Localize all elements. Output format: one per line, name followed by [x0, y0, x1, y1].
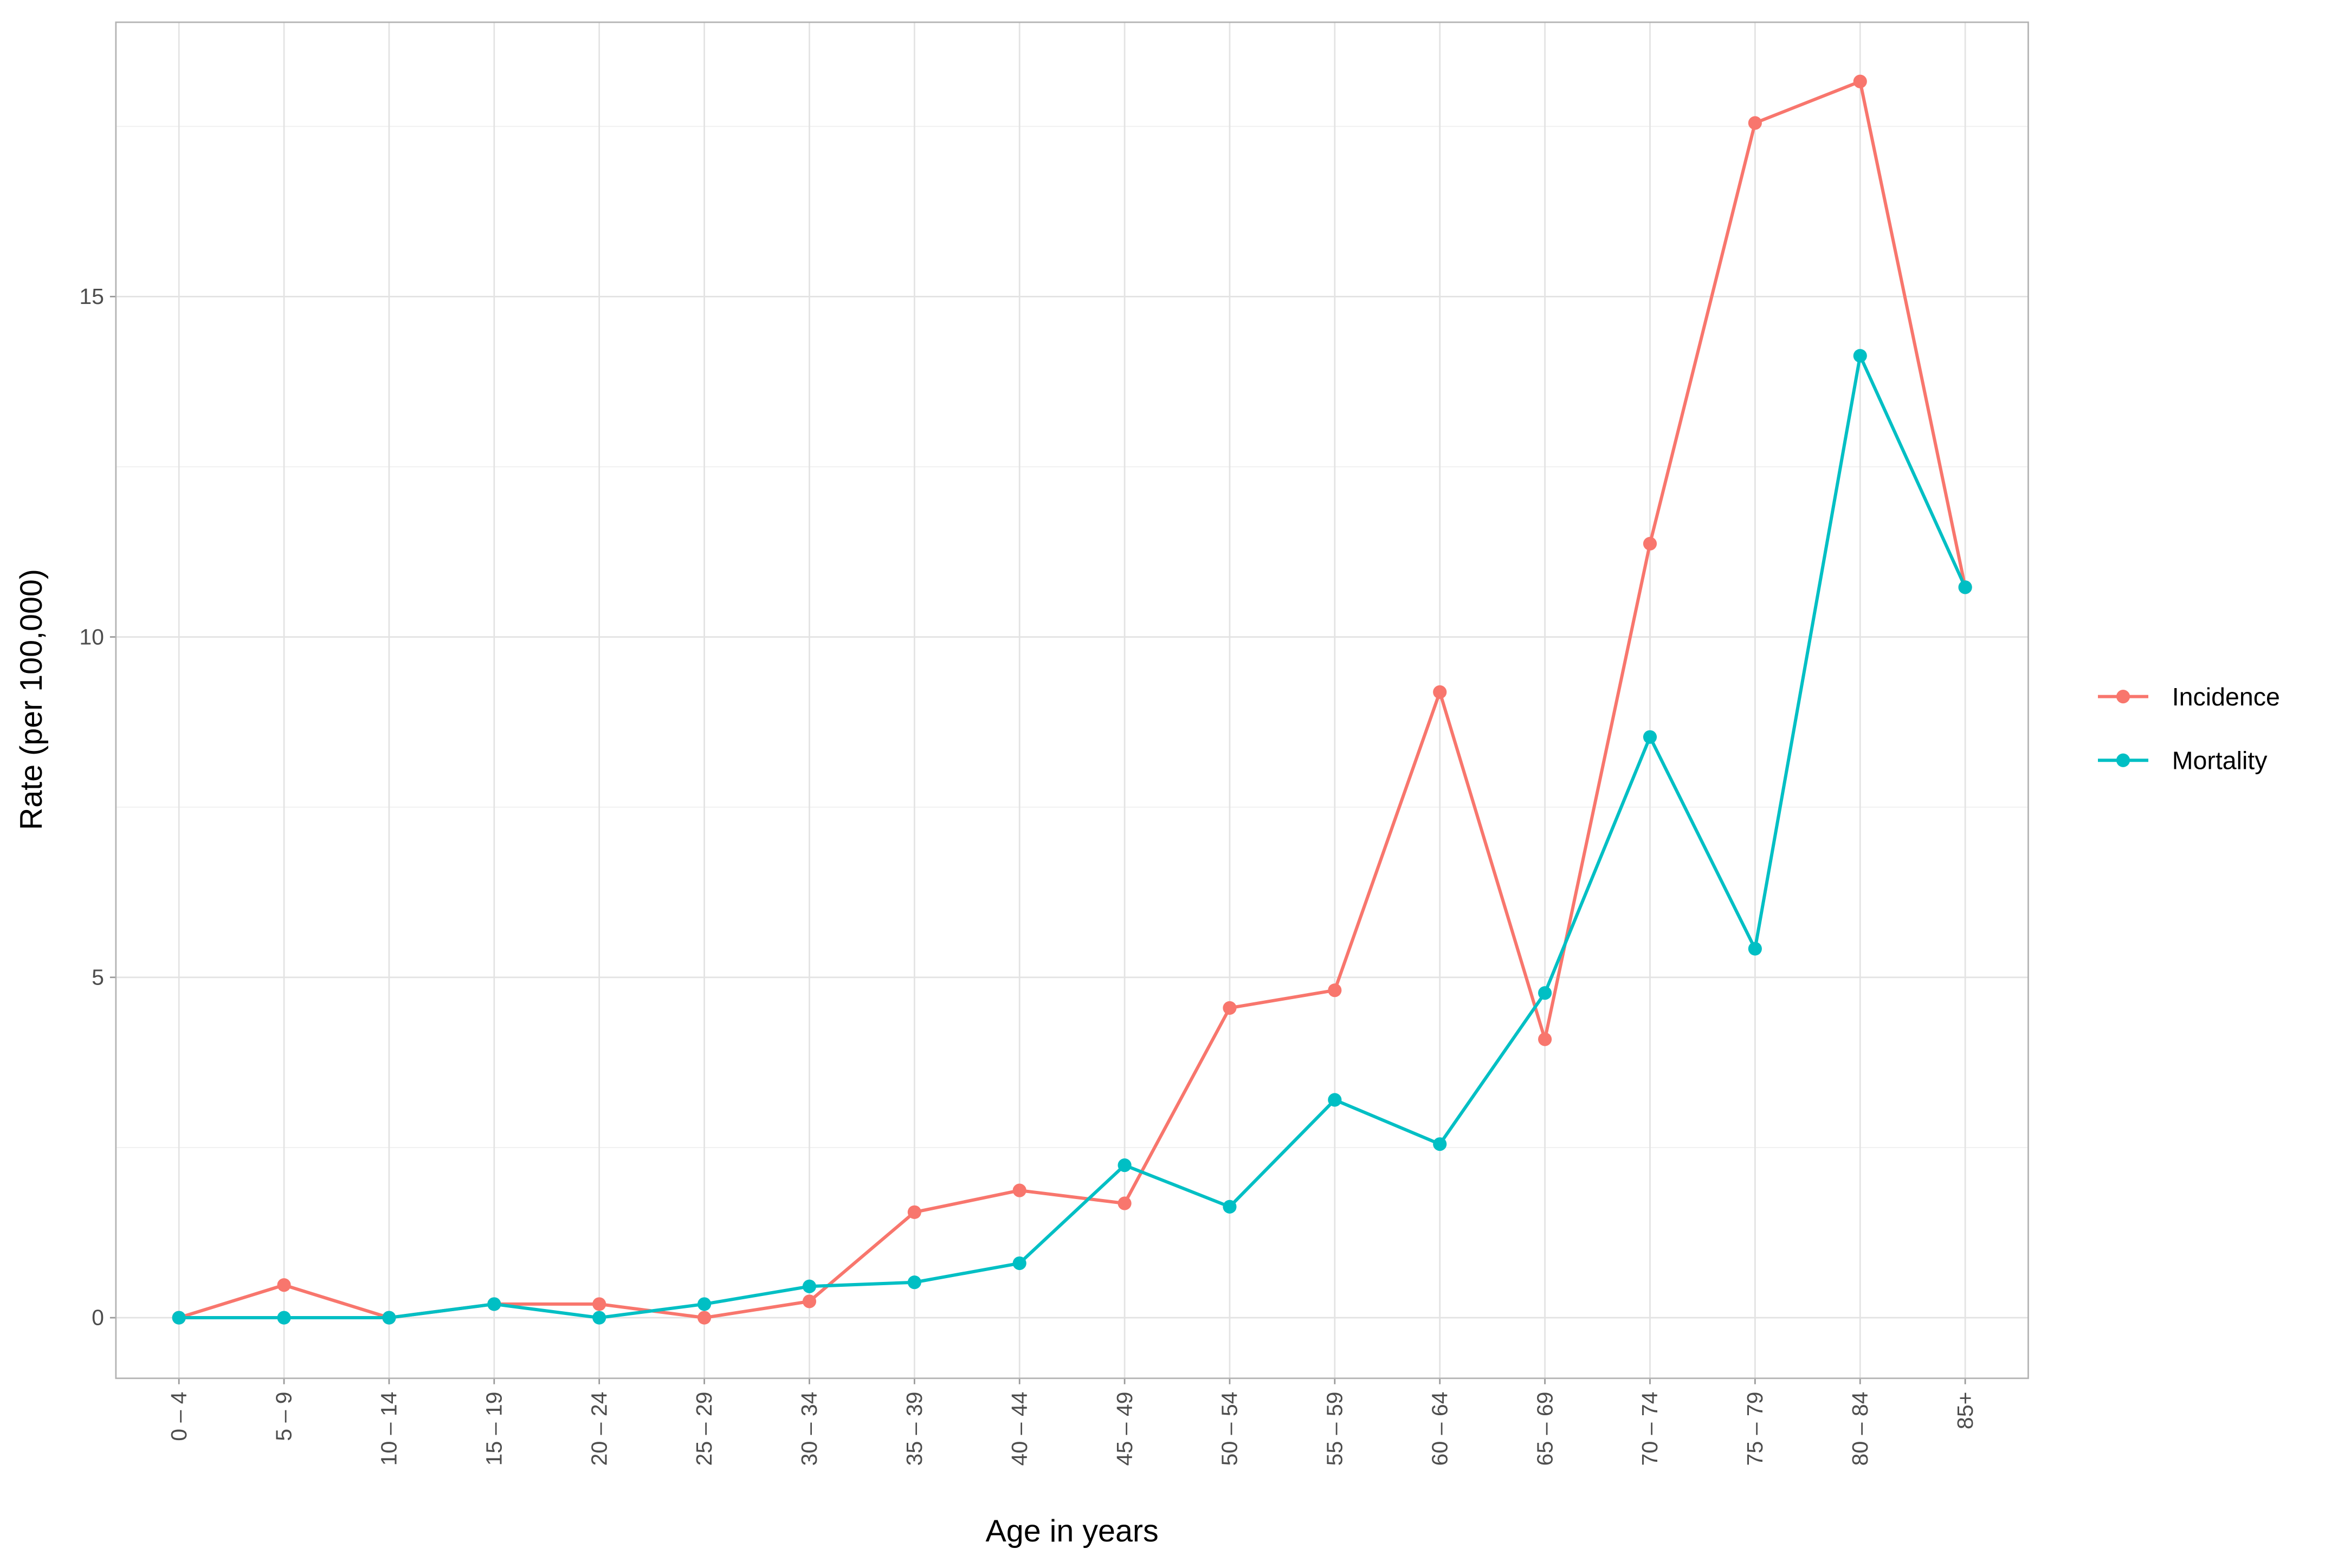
x-tick-label: 15 – 19 [481, 1391, 506, 1466]
y-tick-label: 5 [92, 965, 104, 990]
x-tick-label: 65 – 69 [1532, 1391, 1557, 1466]
point [1223, 1001, 1237, 1015]
point [1538, 986, 1552, 1000]
x-tick-label: 30 – 34 [797, 1391, 822, 1466]
point [1118, 1158, 1132, 1172]
point [487, 1297, 501, 1311]
point [277, 1278, 291, 1292]
point [382, 1311, 396, 1325]
x-tick-label: 10 – 14 [377, 1391, 402, 1466]
legend-point [2116, 753, 2130, 767]
x-tick-label: 40 – 44 [1007, 1391, 1032, 1466]
point [1748, 942, 1762, 956]
x-tick-label: 5 – 9 [272, 1391, 296, 1441]
point [907, 1205, 921, 1219]
point [697, 1311, 712, 1325]
point [1643, 730, 1657, 744]
line [178, 79, 1967, 1320]
x-tick-label: 85+ [1953, 1391, 1978, 1429]
point [1328, 983, 1342, 997]
x-tick-label: 45 – 49 [1112, 1391, 1137, 1466]
x-tick-label: 70 – 74 [1637, 1391, 1662, 1466]
point [172, 1311, 186, 1325]
point [1433, 1137, 1447, 1151]
point [1643, 536, 1657, 551]
legend-point [2116, 690, 2130, 704]
point [802, 1294, 817, 1308]
y-tick-label: 15 [79, 284, 104, 309]
y-tick-label: 10 [79, 624, 104, 649]
x-axis-title: Age in years [986, 1514, 1159, 1548]
point [1538, 1032, 1552, 1046]
x-tick-label: 0 – 4 [166, 1391, 191, 1441]
legend-label: Mortality [2172, 747, 2268, 775]
x-tick-label: 50 – 54 [1217, 1391, 1242, 1466]
y-axis-title: Rate (per 100,000) [14, 569, 49, 830]
point [1853, 74, 1867, 88]
point [1012, 1256, 1026, 1271]
point [802, 1279, 817, 1293]
point [1748, 116, 1762, 130]
point [1853, 349, 1867, 363]
point [1118, 1196, 1132, 1210]
point [1433, 685, 1447, 699]
plot-border [115, 21, 2029, 1379]
point [592, 1311, 606, 1325]
point [1223, 1200, 1237, 1214]
x-tick-label: 60 – 64 [1427, 1391, 1452, 1466]
point [697, 1297, 712, 1311]
x-tick-label: 35 – 39 [902, 1391, 927, 1466]
point [907, 1275, 921, 1290]
x-tick-label: 55 – 59 [1322, 1391, 1347, 1466]
point [277, 1311, 291, 1325]
line [179, 350, 1967, 1320]
point [592, 1297, 606, 1311]
point [1328, 1093, 1342, 1107]
x-tick-label: 80 – 84 [1848, 1391, 1872, 1466]
point [1012, 1183, 1026, 1197]
legend-label: Incidence [2172, 683, 2280, 711]
point [1958, 580, 1972, 594]
x-tick-label: 75 – 79 [1742, 1391, 1767, 1466]
y-tick-label: 0 [92, 1305, 104, 1330]
x-tick-label: 20 – 24 [586, 1391, 611, 1466]
x-tick-label: 25 – 29 [692, 1391, 716, 1466]
